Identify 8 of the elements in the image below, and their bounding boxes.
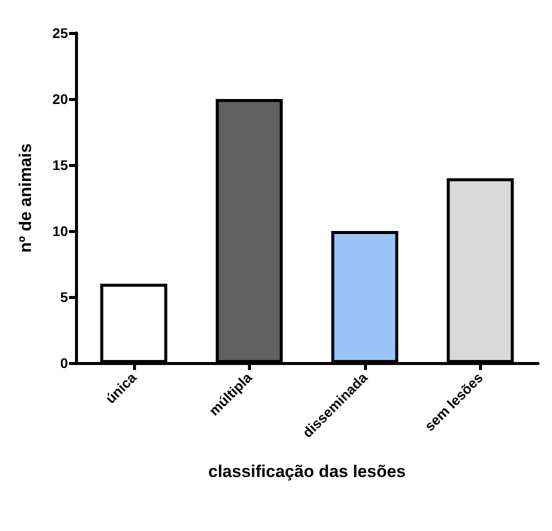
y-tick-label: 0	[60, 355, 68, 371]
y-tick-label: 10	[52, 223, 68, 239]
x-axis-title: classificação das lesões	[208, 462, 406, 481]
y-tick-label: 5	[60, 289, 68, 305]
y-axis-title: nº de animais	[16, 143, 35, 253]
y-tick-label: 15	[52, 157, 68, 173]
y-tick-label: 20	[52, 91, 68, 107]
y-tick-label: 25	[52, 25, 68, 41]
